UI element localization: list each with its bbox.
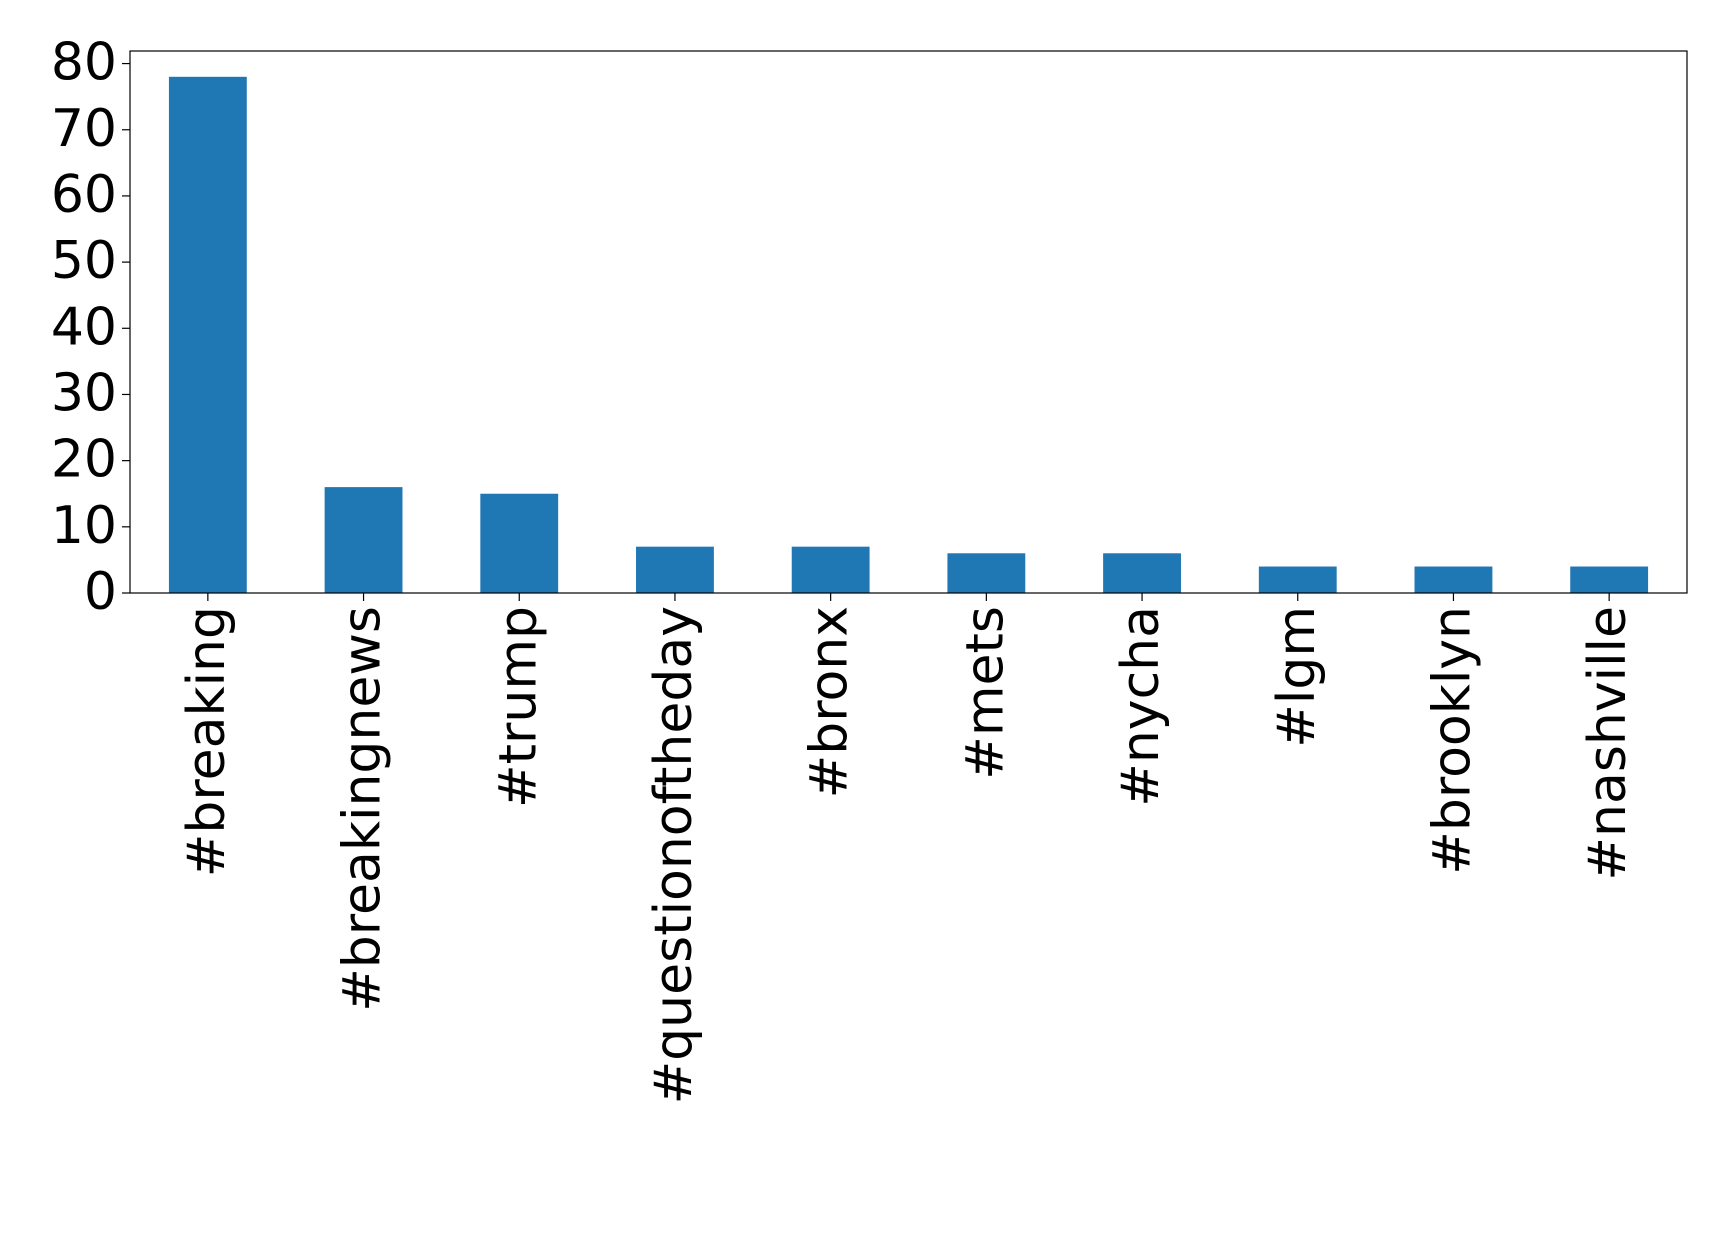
bar <box>1414 566 1493 593</box>
y-tick-label: 20 <box>51 430 117 490</box>
x-tick-label: #breakingnews <box>333 606 393 1012</box>
bar <box>324 487 403 593</box>
bar <box>947 553 1026 593</box>
y-tick-label: 70 <box>51 99 117 159</box>
y-tick-label: 40 <box>51 297 117 357</box>
y-tick-label: 10 <box>51 496 117 556</box>
x-tick-label: #breaking <box>177 606 237 877</box>
bar <box>791 546 870 593</box>
y-tick-label: 80 <box>51 33 117 93</box>
x-tick-label: #nycha <box>1111 606 1171 807</box>
y-tick-label: 60 <box>51 165 117 225</box>
y-tick-label: 30 <box>51 363 117 423</box>
bar <box>636 546 714 593</box>
bar <box>1258 566 1337 593</box>
y-tick-label: 50 <box>51 231 117 291</box>
x-tick-label: #trump <box>488 606 548 808</box>
x-tick-label: #brooklyn <box>1422 606 1482 875</box>
x-tick-label: #lgm <box>1267 606 1327 748</box>
bar <box>1570 566 1649 593</box>
axes-frame <box>129 50 1688 594</box>
x-tick-label: #bronx <box>800 606 860 798</box>
bar <box>168 76 247 594</box>
bar <box>480 493 559 593</box>
x-tick-label: #nashville <box>1578 606 1638 881</box>
y-tick-label: 0 <box>84 562 117 622</box>
x-tick-label: #mets <box>955 606 1015 780</box>
bar <box>1103 553 1181 593</box>
x-tick-label: #questionoftheday <box>644 606 704 1104</box>
